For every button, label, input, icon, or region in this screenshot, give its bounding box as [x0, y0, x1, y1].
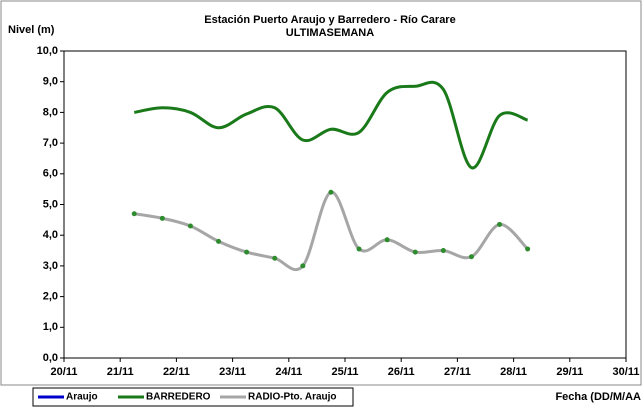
x-axis-label: Fecha (DD/M/AA — [555, 391, 641, 403]
point-marker — [468, 254, 474, 260]
x-tick-label: 26/11 — [388, 366, 415, 378]
x-tick-label: 22/11 — [163, 366, 190, 378]
chart-title: Estación Puerto Araujo y Barredero - Río… — [204, 14, 455, 26]
y-tick-label: 10,0 — [37, 45, 58, 57]
x-tick-label: 29/11 — [556, 366, 583, 378]
point-marker — [384, 237, 390, 243]
point-marker — [412, 249, 418, 255]
y-tick-label: 8,0 — [43, 106, 58, 118]
point-marker — [525, 246, 531, 252]
x-tick-label: 24/11 — [275, 366, 302, 378]
point-marker — [328, 189, 334, 195]
series-line — [133, 80, 529, 170]
y-tick-label: 5,0 — [43, 198, 58, 210]
legend-label: Araujo — [66, 392, 98, 403]
x-tick-label: 25/11 — [332, 366, 359, 378]
y-axis-label: Nivel (m) — [8, 24, 55, 36]
y-tick-label: 1,0 — [43, 321, 58, 333]
point-marker — [131, 211, 137, 217]
point-marker — [187, 223, 193, 229]
y-tick-label: 4,0 — [43, 229, 58, 241]
chart-subtitle: ULTIMASEMANA — [286, 27, 374, 39]
legend-label: RADIO-Pto. Araujo — [248, 392, 337, 403]
legend-label: BARREDERO — [146, 392, 211, 403]
legend-box — [32, 387, 354, 407]
point-marker — [440, 248, 446, 254]
point-marker — [272, 255, 278, 261]
point-marker — [497, 221, 503, 227]
x-tick-label: 21/11 — [107, 366, 134, 378]
y-tick-label: 3,0 — [43, 260, 58, 272]
point-marker — [216, 238, 222, 244]
x-tick-label: 23/11 — [219, 366, 246, 378]
x-tick-label: 27/11 — [444, 366, 471, 378]
x-tick-label: 28/11 — [500, 366, 527, 378]
x-tick-label: 20/11 — [51, 366, 78, 378]
y-tick-label: 6,0 — [43, 168, 58, 180]
x-tick-label: 30/11 — [613, 366, 640, 378]
y-tick-label: 0,0 — [43, 352, 58, 364]
point-marker — [159, 215, 165, 221]
chart-frame — [0, 0, 642, 386]
y-tick-label: 9,0 — [43, 76, 58, 88]
point-marker — [356, 246, 362, 252]
y-tick-label: 7,0 — [43, 137, 58, 149]
point-marker — [244, 249, 250, 255]
y-tick-label: 2,0 — [43, 291, 58, 303]
point-marker — [300, 263, 306, 269]
